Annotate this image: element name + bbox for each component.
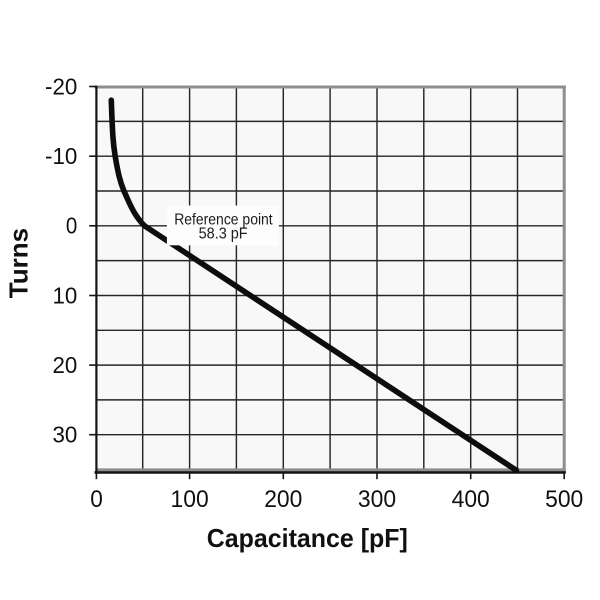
svg-text:30: 30 — [53, 422, 78, 448]
svg-text:Reference point: Reference point — [174, 212, 273, 229]
svg-text:500: 500 — [545, 486, 583, 513]
svg-text:-10: -10 — [45, 143, 77, 169]
svg-text:100: 100 — [171, 486, 209, 513]
svg-text:58.3 pF: 58.3 pF — [199, 225, 248, 242]
svg-text:200: 200 — [264, 486, 302, 513]
svg-text:400: 400 — [452, 486, 490, 513]
svg-text:0: 0 — [66, 213, 77, 239]
svg-text:20: 20 — [53, 352, 78, 378]
svg-text:0: 0 — [90, 486, 103, 513]
svg-text:300: 300 — [358, 486, 396, 513]
svg-text:10: 10 — [53, 282, 78, 308]
svg-text:Capacitance [pF]: Capacitance [pF] — [207, 523, 408, 553]
svg-text:-20: -20 — [45, 73, 77, 99]
svg-text:Turns: Turns — [3, 228, 33, 298]
